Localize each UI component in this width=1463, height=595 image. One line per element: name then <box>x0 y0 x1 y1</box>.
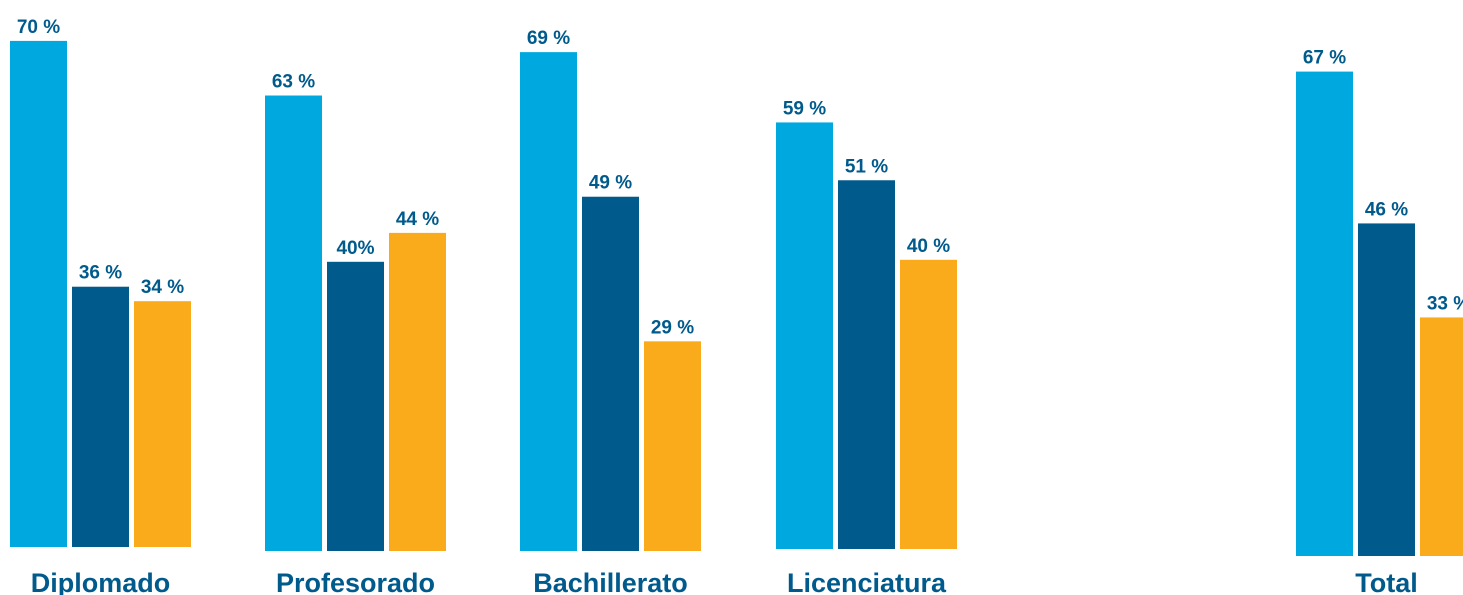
bar-bachillerato-2 <box>582 196 639 552</box>
value-label-licenciatura-1: 59 % <box>783 98 826 119</box>
value-label-bachillerato-3: 29 % <box>651 317 694 338</box>
bar-licenciatura-1 <box>776 122 833 550</box>
bar-profesorado-1 <box>265 95 322 551</box>
value-label-total-2: 46 % <box>1365 199 1408 220</box>
value-label-bachillerato-2: 49 % <box>589 173 632 194</box>
bar-profesorado-2 <box>327 261 384 551</box>
value-labels-layer: 70 % 36 % 34 % 63 % 40% 44 % 69 % 49 % 29 % 59 % 5… <box>17 17 1463 338</box>
value-label-diplomado-3: 34 % <box>141 277 184 298</box>
bar-bachillerato-3 <box>644 341 701 551</box>
value-label-licenciatura-2: 51 % <box>845 156 888 177</box>
value-label-licenciatura-3: 40 % <box>907 236 950 257</box>
category-label-diplomado: Diplomado <box>31 568 171 595</box>
bar-licenciatura-3 <box>900 259 957 549</box>
bar-licenciatura-2 <box>838 180 895 549</box>
bar-total-2 <box>1358 223 1415 557</box>
category-label-bachillerato: Bachillerato <box>533 568 688 595</box>
bar-profesorado-3 <box>389 232 446 551</box>
value-label-profesorado-1: 63 % <box>272 72 315 93</box>
bars-layer <box>10 40 1463 557</box>
bar-diplomado-2 <box>72 286 129 547</box>
value-label-profesorado-2: 40% <box>336 238 374 259</box>
category-label-total: Total <box>1355 568 1418 595</box>
value-label-bachillerato-1: 69 % <box>527 28 570 49</box>
category-labels-layer: Diplomado Profesorado Bachillerato Licencia… <box>31 568 1418 595</box>
value-label-diplomado-1: 70 % <box>17 17 60 38</box>
bar-bachillerato-1 <box>520 52 577 551</box>
category-label-licenciatura: Licenciatura <box>787 568 947 595</box>
category-label-profesorado: Profesorado <box>276 568 435 595</box>
bar-total-1 <box>1296 71 1353 556</box>
bar-diplomado-3 <box>134 301 191 547</box>
bar-total-3 <box>1420 317 1463 556</box>
bar-diplomado-1 <box>10 40 67 548</box>
value-label-profesorado-3: 44 % <box>396 209 439 230</box>
value-label-total-1: 67 % <box>1303 48 1346 69</box>
value-label-diplomado-2: 36 % <box>79 263 122 284</box>
value-label-total-3: 33 % <box>1427 293 1463 314</box>
